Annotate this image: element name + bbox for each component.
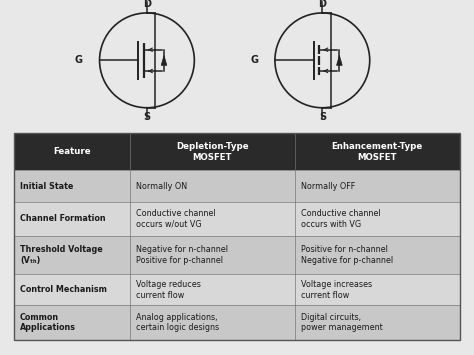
Text: Channel Formation: Channel Formation [20,214,106,223]
Text: Feature: Feature [54,147,91,156]
Text: Initial State: Initial State [20,181,73,191]
Text: Negative for n-channel
Positive for p-channel: Negative for n-channel Positive for p-ch… [136,245,228,265]
Text: Normally ON: Normally ON [136,181,187,191]
Text: Common
Applications: Common Applications [20,313,76,332]
Text: D: D [319,0,326,9]
Text: Positive for n-channel
Negative for p-channel: Positive for n-channel Negative for p-ch… [301,245,393,265]
Bar [14,274,460,305]
Bar [14,133,460,170]
Text: Conductive channel
occurs w/out VG: Conductive channel occurs w/out VG [136,209,215,229]
Text: G: G [75,55,83,65]
Polygon shape [337,55,342,65]
Text: Control Mechanism: Control Mechanism [20,285,107,294]
Text: Analog applications,
certain logic designs: Analog applications, certain logic desig… [136,313,219,332]
Text: Normally OFF: Normally OFF [301,181,355,191]
Bar [14,305,460,340]
Bar [14,170,460,202]
Polygon shape [161,55,167,65]
Bar [14,202,460,236]
Text: Depletion-Type
MOSFET: Depletion-Type MOSFET [176,142,249,162]
Text: Digital circuits,
power management: Digital circuits, power management [301,313,383,332]
Text: D: D [143,0,151,9]
Bar [14,133,460,340]
Text: Conductive channel
occurs with VG: Conductive channel occurs with VG [301,209,380,229]
Text: Enhancement-Type
MOSFET: Enhancement-Type MOSFET [332,142,423,162]
Text: Voltage reduces
current flow: Voltage reduces current flow [136,280,201,300]
Text: Threshold Voltage
(Vₜₕ): Threshold Voltage (Vₜₕ) [20,245,103,265]
Text: S: S [319,112,326,122]
Text: Voltage increases
current flow: Voltage increases current flow [301,280,372,300]
Bar [14,236,460,274]
Text: S: S [143,112,151,122]
Text: G: G [250,55,258,65]
